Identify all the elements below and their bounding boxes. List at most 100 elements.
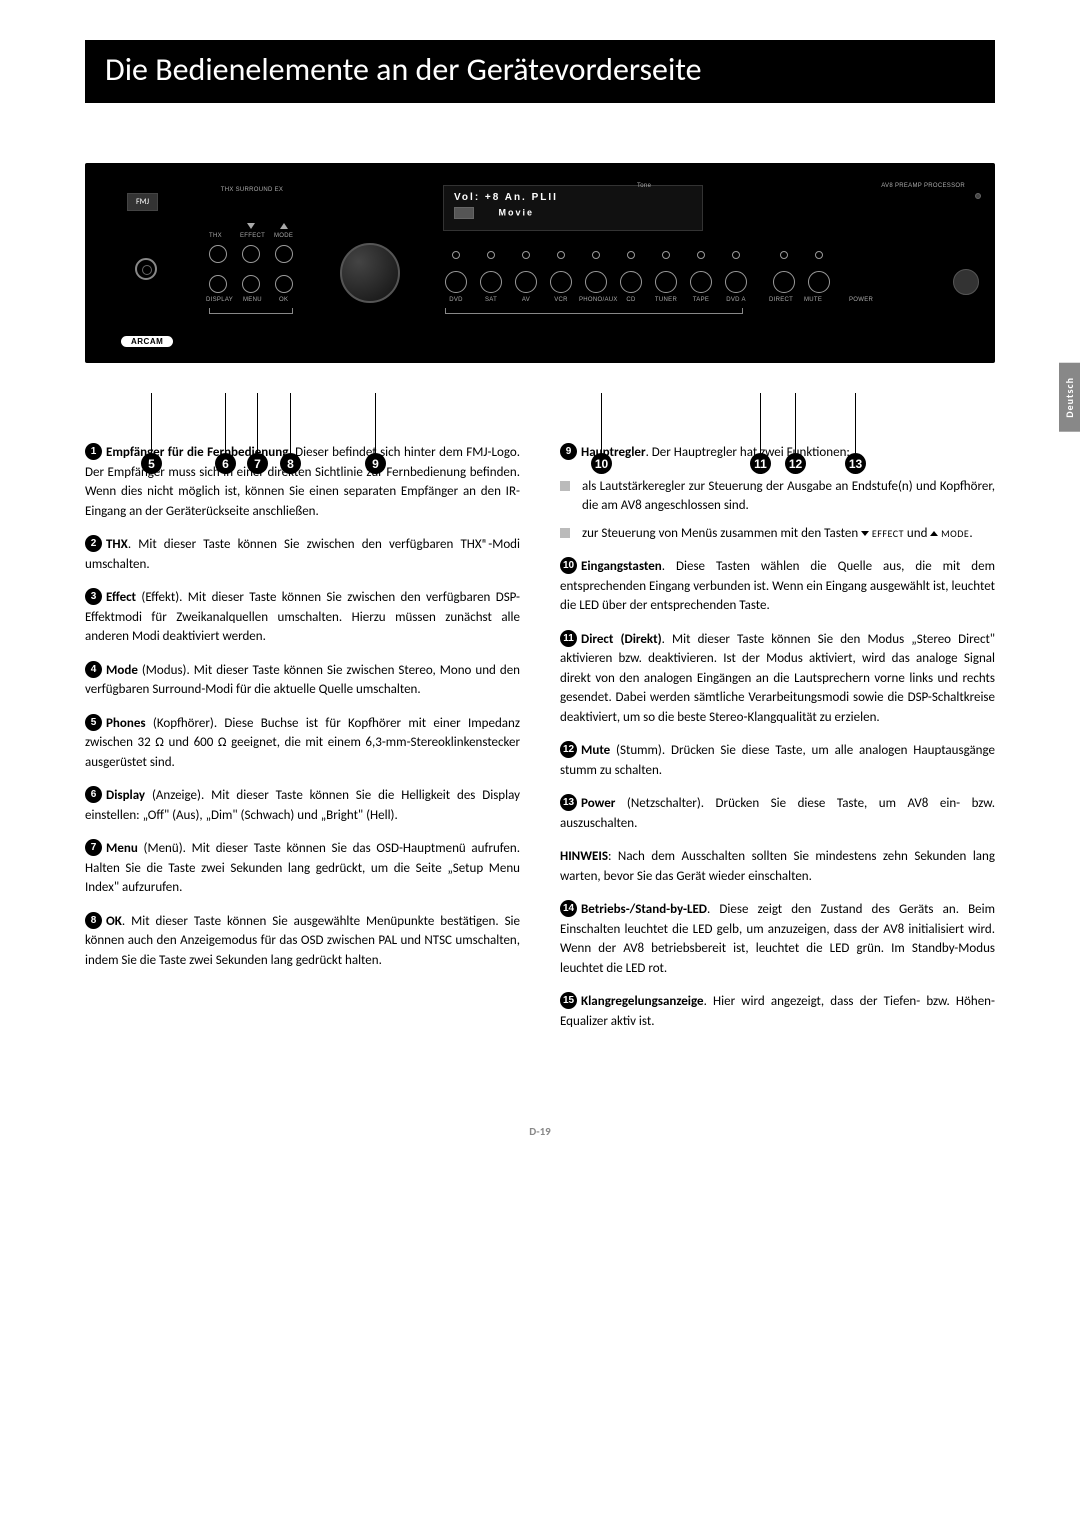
input-led-sat bbox=[487, 251, 495, 259]
input-led-dvd bbox=[452, 251, 460, 259]
input-label-tuner: TUNER bbox=[649, 297, 683, 303]
input-led-tuner bbox=[662, 251, 670, 259]
callout-9: 9 bbox=[365, 453, 386, 474]
input-button-av[interactable] bbox=[515, 271, 537, 293]
mute-button[interactable] bbox=[808, 271, 830, 293]
callout-7: 7 bbox=[247, 453, 268, 474]
mode-up-icon bbox=[280, 223, 288, 229]
fmj-logo: FMJ bbox=[127, 193, 158, 211]
item-4: 4Mode (Modus). Mit dieser Taste können S… bbox=[85, 661, 520, 700]
hinweis: HINWEIS: Nach dem Ausschalten sollten Si… bbox=[560, 847, 995, 886]
item-8: 8OK. Mit dieser Taste können Sie ausgewä… bbox=[85, 912, 520, 971]
power-button-face[interactable] bbox=[953, 269, 979, 295]
item-5: 5Phones (Kopfhörer). Diese Buchse ist fü… bbox=[85, 714, 520, 773]
mode-button[interactable] bbox=[275, 245, 293, 263]
item-9-bullet-1: als Lautstärkeregler zur Steuerung der A… bbox=[560, 477, 995, 516]
callout-line bbox=[290, 393, 291, 453]
menu-label: MENU bbox=[243, 297, 262, 303]
input-label-av: AV bbox=[509, 297, 543, 303]
input-label-cd: CD bbox=[614, 297, 648, 303]
effect-down-icon bbox=[247, 223, 255, 229]
tone-label: Tone bbox=[637, 183, 651, 189]
mode-label: MODE bbox=[274, 233, 293, 239]
item-13: 13Power (Netzschalter). Drücken Sie dies… bbox=[560, 794, 995, 833]
input-led-dvd a bbox=[732, 251, 740, 259]
standby-led bbox=[975, 193, 981, 199]
item-10: 10Eingangstasten. Diese Tasten wählen di… bbox=[560, 557, 995, 616]
input-led-vcr bbox=[557, 251, 565, 259]
menu-button[interactable] bbox=[242, 275, 260, 293]
item-7: 7Menu (Menü). Mit dieser Taste können Si… bbox=[85, 839, 520, 898]
input-button-vcr[interactable] bbox=[550, 271, 572, 293]
item-9-list: als Lautstärkeregler zur Steuerung der A… bbox=[560, 477, 995, 544]
callout-line bbox=[601, 393, 602, 453]
arcam-badge: ARCAM bbox=[121, 336, 173, 347]
right-column: 9Hauptregler. Der Hauptregler hat zwei F… bbox=[560, 443, 995, 1045]
thx-label: THX bbox=[209, 233, 222, 239]
input-label-phono/aux: PHONO/AUX bbox=[579, 297, 613, 303]
ok-label: OK bbox=[279, 297, 288, 303]
callout-line bbox=[257, 393, 258, 453]
input-label-dvd a: DVD A bbox=[719, 297, 753, 303]
input-label-dvd: DVD bbox=[439, 297, 473, 303]
input-button-phono/aux[interactable] bbox=[585, 271, 607, 293]
direct-led bbox=[780, 251, 788, 259]
language-tab: Deutsch bbox=[1059, 363, 1080, 432]
input-button-dvd[interactable] bbox=[445, 271, 467, 293]
callout-10: 10 bbox=[591, 453, 612, 474]
item-15: 15Klangregelungsanzeige. Hier wird angez… bbox=[560, 992, 995, 1031]
item-9-bullet-2: zur Steuerung von Menüs zusammen mit den… bbox=[560, 524, 995, 544]
item-12: 12Mute (Stumm). Drücken Sie diese Taste,… bbox=[560, 741, 995, 780]
direct-label: DIRECT bbox=[769, 297, 793, 303]
input-button-tape[interactable] bbox=[690, 271, 712, 293]
callout-5: 5 bbox=[141, 453, 162, 474]
input-button-sat[interactable] bbox=[480, 271, 502, 293]
mute-led bbox=[815, 251, 823, 259]
display-button[interactable] bbox=[209, 275, 227, 293]
bracket-left bbox=[209, 308, 293, 314]
display-line1: Vol: +8 An. PLII bbox=[454, 192, 692, 203]
effect-button[interactable] bbox=[242, 245, 260, 263]
page-title: Die Bedienelemente an der Gerätevorderse… bbox=[85, 40, 995, 103]
callout-line bbox=[855, 393, 856, 453]
description-columns: 1Empfänger für die Fernbedienung. Dieser… bbox=[85, 443, 995, 1045]
bracket-inputs bbox=[445, 308, 743, 314]
item-3: 3Effect (Effekt). Mit dieser Taste könne… bbox=[85, 588, 520, 647]
input-led-av bbox=[522, 251, 530, 259]
ok-button[interactable] bbox=[275, 275, 293, 293]
front-panel: FMJ THX SURROUND EX AV8 PREAMP PROCESSOR… bbox=[85, 163, 995, 363]
thx-surround-label: THX SURROUND EX bbox=[212, 187, 292, 193]
power-label: POWER bbox=[849, 297, 873, 303]
callout-line bbox=[760, 393, 761, 453]
item-11: 11Direct (Direkt). Mit dieser Taste könn… bbox=[560, 630, 995, 728]
mute-label: MUTE bbox=[804, 297, 822, 303]
phones-jack[interactable] bbox=[135, 258, 157, 280]
item-9: 9Hauptregler. Der Hauptregler hat zwei F… bbox=[560, 443, 995, 463]
input-led-phono/aux bbox=[592, 251, 600, 259]
ir-window-icon bbox=[454, 207, 474, 219]
effect-label: EFFECT bbox=[240, 233, 265, 239]
front-panel-diagram: Deutsch 12341514 FMJ THX SURROUND EX AV8… bbox=[85, 163, 995, 363]
display-label: DISPLAY bbox=[206, 297, 233, 303]
item-2: 2THX. Mit dieser Taste können Sie zwisch… bbox=[85, 535, 520, 574]
input-label-vcr: VCR bbox=[544, 297, 578, 303]
input-label-sat: SAT bbox=[474, 297, 508, 303]
callout-line bbox=[225, 393, 226, 453]
page-footer: D-19 bbox=[85, 1125, 995, 1138]
item-14: 14Betriebs-/Stand-by-LED. Diese zeigt de… bbox=[560, 900, 995, 978]
input-button-dvd a[interactable] bbox=[725, 271, 747, 293]
callout-12: 12 bbox=[785, 453, 806, 474]
input-led-cd bbox=[627, 251, 635, 259]
display-line2: Movie bbox=[499, 207, 535, 217]
left-column: 1Empfänger für die Fernbedienung. Dieser… bbox=[85, 443, 520, 1045]
direct-button[interactable] bbox=[773, 271, 795, 293]
input-led-tape bbox=[697, 251, 705, 259]
volume-knob[interactable] bbox=[340, 243, 400, 303]
input-button-cd[interactable] bbox=[620, 271, 642, 293]
callout-line bbox=[795, 393, 796, 453]
thx-button[interactable] bbox=[209, 245, 227, 263]
lcd-display: Vol: +8 An. PLII Movie bbox=[443, 185, 703, 231]
input-button-tuner[interactable] bbox=[655, 271, 677, 293]
input-label-tape: TAPE bbox=[684, 297, 718, 303]
callout-6: 6 bbox=[215, 453, 236, 474]
